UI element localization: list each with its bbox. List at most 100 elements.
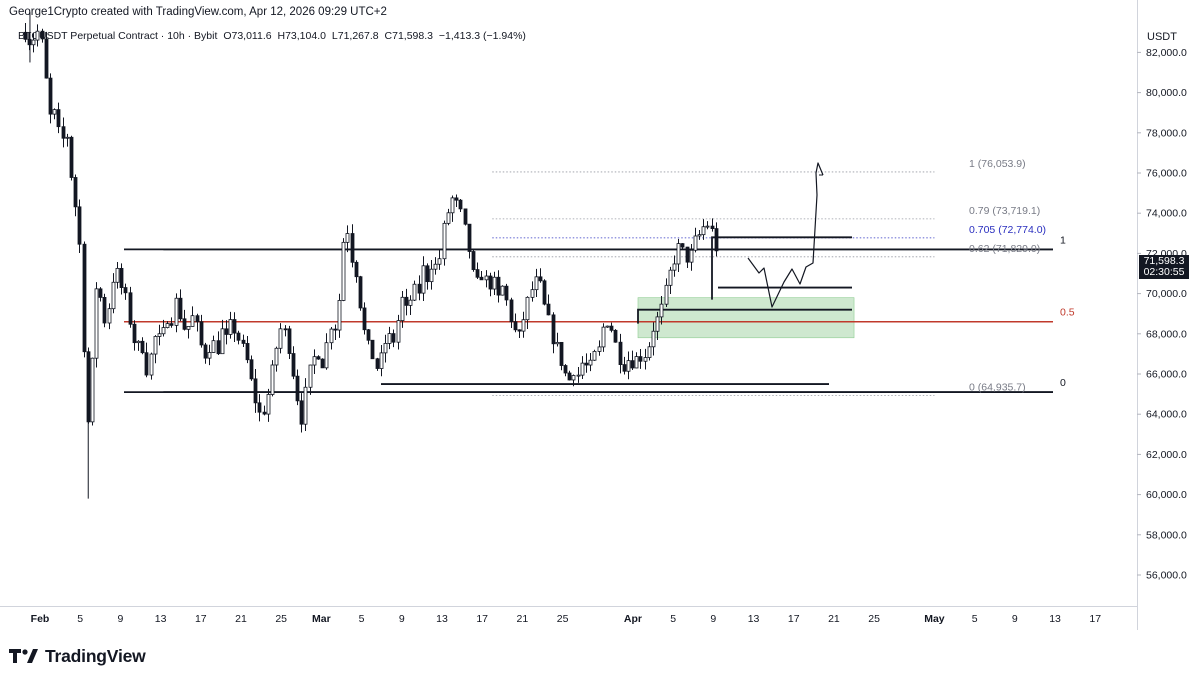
candle-body <box>530 289 535 298</box>
candle <box>538 268 543 283</box>
candle-body <box>362 307 367 331</box>
x-tick-label: Apr <box>624 613 642 625</box>
candle <box>232 312 237 342</box>
candle-body <box>211 340 216 353</box>
candle-body <box>203 344 208 359</box>
candle-body <box>123 287 128 294</box>
candle-body <box>182 318 187 330</box>
candle-body <box>450 197 455 214</box>
candle-body <box>354 261 359 278</box>
candle <box>253 368 258 413</box>
candle-body <box>228 319 233 335</box>
candle-body <box>693 235 698 251</box>
candle <box>659 296 664 325</box>
candle <box>580 356 585 380</box>
candle <box>52 108 57 120</box>
candle <box>132 320 137 351</box>
x-tick-label: 25 <box>868 613 880 625</box>
candle-body <box>417 283 422 294</box>
candle <box>396 314 401 350</box>
candle <box>584 353 589 373</box>
candle <box>647 342 652 361</box>
candle <box>630 350 635 371</box>
candle <box>186 326 191 339</box>
candle <box>345 225 350 253</box>
candle-body <box>664 284 669 305</box>
candle-body <box>199 321 204 346</box>
candle <box>236 330 241 345</box>
box-upper-line <box>711 236 852 300</box>
candle-body <box>270 364 275 395</box>
candle <box>337 293 342 338</box>
candle-body <box>291 353 296 377</box>
fib-level-label: 0.62 (71,829.0) <box>969 243 1040 255</box>
tradingview-logo[interactable]: TradingView <box>9 645 146 667</box>
candle-body <box>144 352 149 376</box>
candle-body <box>546 303 551 316</box>
candle <box>354 260 359 283</box>
symbol-name[interactable]: BTCUSDT Perpetual Contract · 10h · Bybit <box>18 30 218 42</box>
x-tick-label: 13 <box>1049 613 1061 625</box>
candle <box>475 262 480 280</box>
candle <box>350 224 355 268</box>
candle <box>153 335 158 364</box>
candle <box>710 218 715 232</box>
candle-body <box>329 328 334 344</box>
candle-body <box>437 258 442 265</box>
candle <box>195 313 200 332</box>
candle <box>559 341 564 371</box>
candle <box>308 364 313 395</box>
candle <box>446 208 451 226</box>
candle <box>274 346 279 372</box>
candle-body <box>48 77 53 115</box>
candle-body <box>513 321 518 331</box>
candles <box>23 12 719 499</box>
range-top-label: 1 <box>1060 234 1066 246</box>
candle-body <box>634 356 639 369</box>
candle-body <box>236 332 241 341</box>
candle-body <box>262 411 267 415</box>
candle-body <box>425 265 430 283</box>
candle-body <box>613 329 618 343</box>
candle-body <box>659 303 664 318</box>
candle-body <box>178 297 183 320</box>
candle-body <box>475 269 480 278</box>
candle <box>358 275 363 311</box>
candle-body <box>571 375 576 381</box>
candle-body <box>195 315 200 323</box>
candle <box>379 345 384 377</box>
candle-body <box>224 328 229 335</box>
range-bottom-label: 0 <box>1060 377 1066 389</box>
candle-body <box>626 360 631 372</box>
candle <box>488 272 493 297</box>
candle <box>676 238 681 272</box>
candle <box>333 324 338 341</box>
candle-body <box>190 315 195 327</box>
candle <box>324 333 329 370</box>
candle-body <box>446 212 451 224</box>
candle-body <box>278 328 283 349</box>
candle <box>471 249 476 272</box>
y-tick-label: 82,000.0 <box>1146 47 1187 59</box>
y-tick-label: 56,000.0 <box>1146 570 1187 582</box>
candle <box>69 135 74 181</box>
candle <box>668 266 673 294</box>
candle-body <box>408 299 413 306</box>
candle-body <box>287 328 292 354</box>
ohlc-low: L71,267.8 <box>331 30 379 42</box>
candle <box>454 194 459 208</box>
x-tick-label: 5 <box>972 613 978 625</box>
ohlc-high: H73,104.0 <box>277 30 326 42</box>
candle <box>303 378 308 432</box>
candle-body <box>107 308 112 324</box>
candle-body <box>488 275 493 290</box>
candle <box>542 279 547 306</box>
candle-body <box>383 342 388 354</box>
candle-body <box>680 243 685 248</box>
candle-body <box>391 333 396 343</box>
candle-body <box>56 109 61 128</box>
chart-attribution: George1Crypto created with TradingView.c… <box>9 6 387 18</box>
x-tick-label: 17 <box>476 613 488 625</box>
candle <box>149 352 154 380</box>
